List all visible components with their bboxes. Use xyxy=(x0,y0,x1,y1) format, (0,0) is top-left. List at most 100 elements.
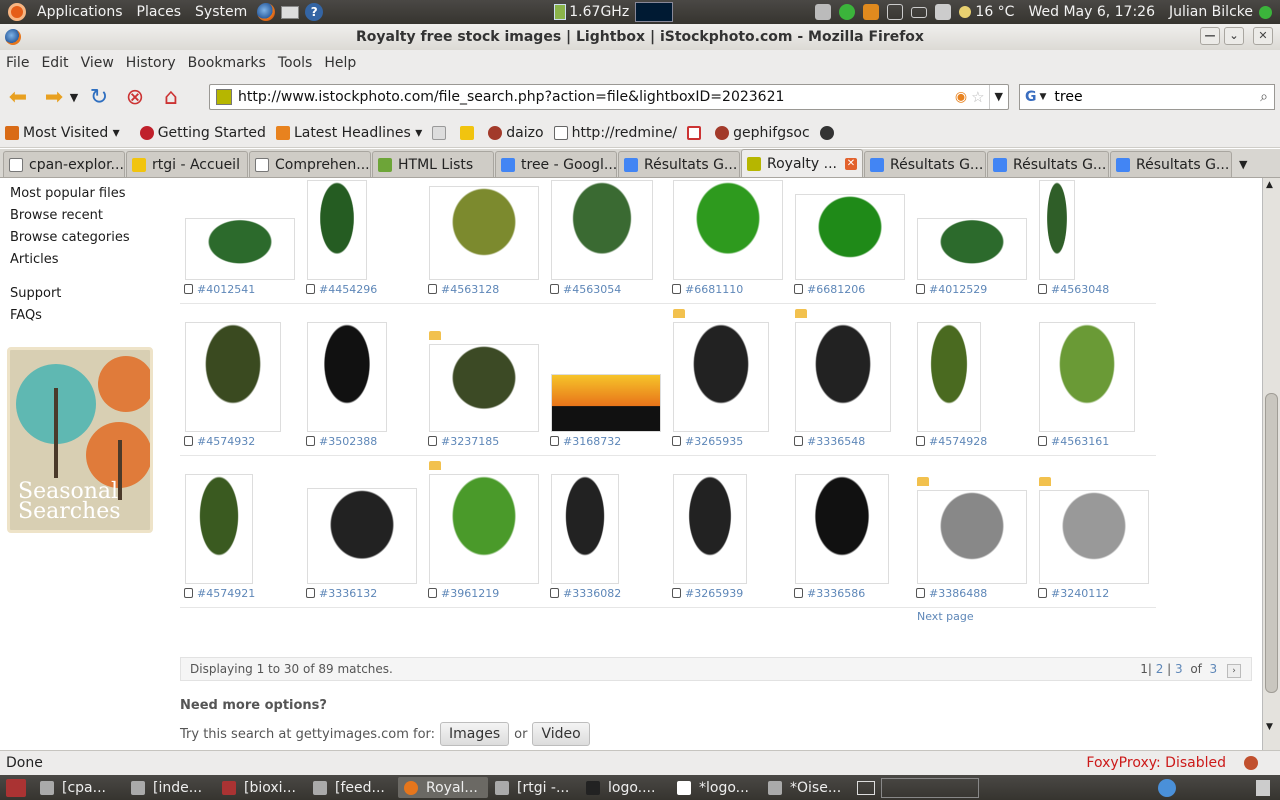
show-desktop-icon[interactable] xyxy=(6,778,26,797)
tree-thumbnail[interactable] xyxy=(307,322,387,432)
tree-thumbnail[interactable] xyxy=(429,186,539,280)
stop-icon[interactable]: ⊗ xyxy=(125,84,145,110)
tree-thumbnail[interactable] xyxy=(551,474,619,584)
image-id-link[interactable]: #3336586 xyxy=(794,587,865,600)
lightbox-icon[interactable] xyxy=(916,284,925,294)
image-cell[interactable]: #4563054 xyxy=(546,178,666,304)
trash-icon[interactable] xyxy=(1256,779,1270,796)
foxyproxy-status[interactable]: FoxyProxy: Disabled xyxy=(1086,755,1226,771)
tree-thumbnail[interactable] xyxy=(795,322,891,432)
image-id-link[interactable]: #4563161 xyxy=(1038,435,1109,448)
lightbox-icon[interactable] xyxy=(916,588,925,598)
image-cell[interactable]: #3386488 xyxy=(912,456,1032,608)
image-id-link[interactable]: #4574928 xyxy=(916,435,987,448)
tree-thumbnail[interactable] xyxy=(795,194,905,280)
tab-comprehension[interactable]: Comprehen... xyxy=(249,151,371,177)
tab-list-icon[interactable]: ▼ xyxy=(1239,158,1248,171)
firefox-launcher-icon[interactable] xyxy=(257,3,276,21)
next-page-link[interactable]: Next page xyxy=(917,610,974,623)
google-engine-icon[interactable]: G xyxy=(1025,89,1037,105)
window-icon[interactable] xyxy=(887,4,904,20)
image-cell[interactable]: #4574921 xyxy=(180,456,300,608)
lightbox-icon[interactable] xyxy=(1038,284,1047,294)
image-id-link[interactable]: #6681110 xyxy=(672,283,743,296)
user-status-icon[interactable] xyxy=(1259,5,1272,19)
scroll-up-icon[interactable]: ▲ xyxy=(1266,180,1273,190)
menu-help[interactable]: Help xyxy=(324,55,357,71)
image-id-link[interactable]: #4563054 xyxy=(550,283,621,296)
bookmark-latest-headlines[interactable]: Latest Headlines ▾ xyxy=(271,125,427,141)
tree-thumbnail[interactable] xyxy=(429,344,539,432)
weather-icon[interactable] xyxy=(959,6,972,18)
image-cell[interactable]: #4563048 xyxy=(1034,178,1154,304)
image-cell[interactable]: #3265939 xyxy=(668,456,788,608)
applications-menu[interactable]: Applications xyxy=(37,4,123,20)
image-cell[interactable]: #6681206 xyxy=(790,178,910,304)
task-index[interactable]: [inde... xyxy=(125,777,215,798)
firefox-window-icon[interactable] xyxy=(5,29,21,45)
bookmark-daizo[interactable]: daizo xyxy=(483,125,548,141)
lightbox-icon[interactable] xyxy=(794,588,803,598)
tree-thumbnail[interactable] xyxy=(185,218,295,280)
search-input[interactable] xyxy=(1050,86,1261,108)
engine-dropdown-icon[interactable]: ▼ xyxy=(1039,92,1047,102)
url-bar[interactable]: http://www.istockphoto.com/file_search.p… xyxy=(209,84,1009,110)
tree-thumbnail[interactable] xyxy=(917,218,1027,280)
bookmark-checklist[interactable] xyxy=(427,125,455,140)
tab-royalty-active[interactable]: Royalty ... ✕ xyxy=(741,149,863,177)
network-icon[interactable] xyxy=(815,4,832,20)
window-titlebar[interactable]: Royalty free stock images | Lightbox | i… xyxy=(0,24,1280,50)
reload-icon[interactable]: ↻ xyxy=(89,84,109,110)
lightbox-icon[interactable] xyxy=(428,436,437,446)
image-cell[interactable]: #4012529 xyxy=(912,178,1032,304)
lightbox-icon[interactable] xyxy=(672,436,681,446)
image-cell[interactable]: #4563161 xyxy=(1034,304,1154,456)
tree-thumbnail[interactable] xyxy=(673,474,747,584)
media-icon[interactable] xyxy=(1158,778,1176,797)
image-id-link[interactable]: #4012529 xyxy=(916,283,987,296)
image-id-link[interactable]: #3265935 xyxy=(672,435,743,448)
images-button[interactable]: Images xyxy=(440,722,510,746)
bookmark-getting-started[interactable]: Getting Started xyxy=(135,125,271,141)
page-3-link[interactable]: 3 xyxy=(1175,662,1183,676)
help-icon[interactable]: ? xyxy=(305,3,324,21)
image-id-link[interactable]: #3336082 xyxy=(550,587,621,600)
volume-icon[interactable] xyxy=(935,4,952,20)
tree-thumbnail[interactable] xyxy=(307,488,417,584)
mail-launcher-icon[interactable] xyxy=(281,5,300,19)
bookmark-gephifgsoc[interactable]: gephifgsoc xyxy=(710,125,815,141)
tab-resultats-3[interactable]: Résultats G... xyxy=(987,151,1109,177)
status-icon[interactable] xyxy=(839,4,856,20)
lightbox-icon[interactable] xyxy=(550,588,559,598)
tree-thumbnail[interactable] xyxy=(673,180,783,280)
image-id-link[interactable]: #4012541 xyxy=(184,283,255,296)
lightbox-icon[interactable] xyxy=(428,588,437,598)
lightbox-icon[interactable] xyxy=(306,284,315,294)
sidebar-link-faqs[interactable]: FAQs xyxy=(10,308,42,323)
clock[interactable]: Wed May 6, 17:26 xyxy=(1028,4,1155,20)
bookmark-yellow[interactable] xyxy=(455,125,483,140)
url-text[interactable]: http://www.istockphoto.com/file_search.p… xyxy=(238,89,785,105)
sidebar-link-browse-recent[interactable]: Browse recent xyxy=(10,208,104,223)
image-cell[interactable]: #4574928 xyxy=(912,304,1032,456)
image-id-link[interactable]: #3240112 xyxy=(1038,587,1109,600)
scroll-thumb[interactable] xyxy=(1265,393,1278,693)
tree-thumbnail[interactable] xyxy=(1039,322,1135,432)
next-page-arrow-icon[interactable]: › xyxy=(1227,664,1241,678)
vertical-scrollbar[interactable]: ▲ ▼ xyxy=(1262,178,1280,750)
task-bioxi[interactable]: [bioxi... xyxy=(216,777,306,798)
tree-thumbnail[interactable] xyxy=(917,322,981,432)
close-window-button[interactable]: ✕ xyxy=(1253,27,1273,45)
image-id-link[interactable]: #3336548 xyxy=(794,435,865,448)
image-id-link[interactable]: #4563128 xyxy=(428,283,499,296)
history-dropdown-icon[interactable]: ▼ xyxy=(69,90,79,104)
tree-thumbnail[interactable] xyxy=(673,322,769,432)
workspace-switcher[interactable] xyxy=(881,777,979,798)
menu-history[interactable]: History xyxy=(125,55,176,71)
image-cell[interactable]: #3502388 xyxy=(302,304,422,456)
image-id-link[interactable]: #3961219 xyxy=(428,587,499,600)
tab-rtgi[interactable]: rtgi - Accueil xyxy=(126,151,248,177)
url-dropdown-icon[interactable]: ▼ xyxy=(988,85,1008,109)
tree-thumbnail[interactable] xyxy=(551,374,661,432)
lightbox-icon[interactable] xyxy=(916,436,925,446)
